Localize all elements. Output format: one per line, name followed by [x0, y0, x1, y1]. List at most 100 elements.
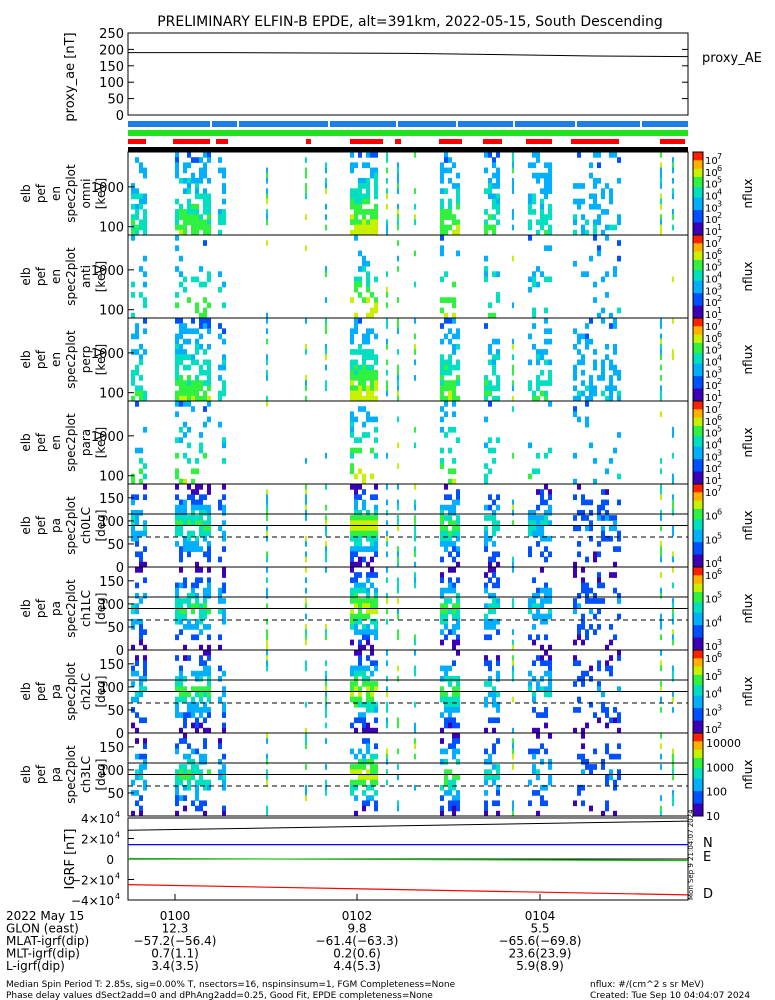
spectrogram-cell	[139, 203, 143, 210]
spectrogram-cell	[222, 364, 226, 371]
spectrogram-cell	[203, 603, 207, 609]
igrf-lines	[127, 820, 689, 900]
spectrogram-cell	[139, 266, 143, 272]
spectrogram-cell	[660, 183, 662, 189]
spectrogram-cell	[456, 686, 460, 692]
spectrogram-cell	[218, 696, 222, 703]
colorbar-cell	[693, 759, 703, 763]
colorbar-cell	[693, 662, 703, 666]
colorbar-cell	[693, 457, 703, 460]
spectrogram-cell	[266, 805, 268, 812]
spectrogram-cell	[131, 722, 135, 729]
spectrogram-cell	[366, 784, 370, 791]
spectrogram-cell	[496, 172, 500, 179]
spectrogram-cell	[589, 608, 593, 615]
spectrogram-cell	[366, 675, 370, 682]
spectrogram-cell	[397, 203, 399, 210]
spectrogram-cell	[540, 390, 544, 397]
spectrogram-cell	[374, 224, 378, 231]
spectrogram-cell	[266, 577, 268, 584]
spectrogram-cell	[672, 598, 674, 604]
spectrogram-cell	[305, 665, 307, 672]
spectrogram-cell	[577, 696, 581, 703]
spectrogram-cell	[354, 489, 358, 495]
spectrogram-cell	[512, 696, 514, 703]
spectrogram-cell	[179, 318, 183, 324]
colorbar-cell	[693, 365, 703, 369]
spectrogram-cell	[452, 183, 456, 189]
colorbar-tick-exp: 6	[717, 413, 722, 422]
spectrogram-cell	[452, 608, 456, 615]
spectrogram-cell	[135, 401, 139, 407]
spectrogram-cell	[222, 281, 226, 288]
spectrogram-cell	[452, 297, 456, 303]
spectrogram-cell	[581, 229, 585, 236]
spectrogram-cell	[199, 805, 203, 812]
spectrogram-cell	[199, 432, 203, 438]
spectrogram-cell	[452, 774, 456, 781]
spectrogram-cell	[492, 395, 496, 402]
spectrogram-cell	[175, 634, 179, 641]
spectrogram-cell	[386, 385, 388, 392]
spectrogram-cell	[131, 380, 135, 386]
spectrogram-cell	[374, 660, 378, 667]
spectrogram-cell	[492, 198, 496, 205]
spectrogram-cell	[496, 203, 500, 210]
colorbar-cell	[693, 170, 703, 174]
spectrogram-cell	[366, 613, 370, 620]
spectrogram-cell	[660, 484, 662, 490]
spectrogram-cell	[492, 499, 496, 506]
colorbar-cell	[693, 525, 703, 529]
spectrogram-cell	[370, 681, 374, 687]
spectrogram-cell	[660, 587, 662, 594]
colorbar-tick-exp: 3	[717, 282, 722, 291]
spectrogram-cell	[414, 577, 416, 584]
spectrogram-cell	[139, 224, 143, 231]
spectrogram-cell	[585, 758, 589, 765]
spectrogram-cell	[589, 525, 593, 532]
spectrogram-cell	[195, 618, 199, 625]
spectrogram-cell	[605, 707, 609, 713]
spectrogram-cell	[203, 800, 207, 807]
spectrogram-cell	[203, 494, 207, 501]
spectrogram-cell	[362, 369, 366, 376]
igrf-ylabel: IGRF [nT]	[63, 829, 78, 890]
footer-row-label: GLON (east)	[6, 922, 79, 936]
spectrogram-cell	[222, 707, 226, 713]
spectrogram-cell	[492, 582, 496, 589]
spectrogram-cell	[589, 375, 593, 381]
spectrogram-cell	[199, 525, 203, 532]
spectrogram-cell	[222, 722, 226, 729]
spectrogram-cell	[191, 478, 195, 485]
spectrogram-cell	[266, 167, 268, 174]
spectrogram-cell	[577, 338, 581, 345]
spectrogram-cell	[577, 675, 581, 682]
spectrogram-cell	[199, 484, 203, 490]
spectrogram-cell	[266, 499, 268, 506]
spectrogram-cell	[528, 276, 532, 283]
spectrogram-cell	[532, 323, 536, 329]
spectrogram-cell	[597, 245, 601, 252]
spectrogram-cell	[179, 520, 183, 526]
spectrogram-cell	[528, 162, 532, 169]
spectrogram-cell	[187, 769, 191, 775]
colorbar-cell	[693, 531, 703, 535]
spectrogram-cell	[350, 484, 354, 490]
spectrogram-cell	[548, 276, 552, 283]
spectrogram-cell	[358, 266, 362, 272]
spectrogram-cell	[187, 541, 191, 547]
spectrogram-cell	[496, 520, 500, 526]
spectrogram-cell	[444, 318, 448, 324]
spectrogram-cell	[175, 172, 179, 179]
spectrogram-cell	[609, 458, 613, 464]
spectrogram-cell	[536, 592, 540, 599]
spectrogram-cell	[179, 665, 183, 672]
spectrogram-cell	[609, 665, 613, 672]
colorbar-cell	[693, 575, 703, 578]
spectrogram-cell	[222, 359, 226, 366]
spectrogram-cell	[532, 707, 536, 713]
spectrogram-cell	[660, 686, 662, 692]
fgm-status-gap	[640, 121, 642, 127]
spectrogram-cell	[175, 375, 179, 381]
panel-ylabel: elb	[19, 350, 33, 368]
